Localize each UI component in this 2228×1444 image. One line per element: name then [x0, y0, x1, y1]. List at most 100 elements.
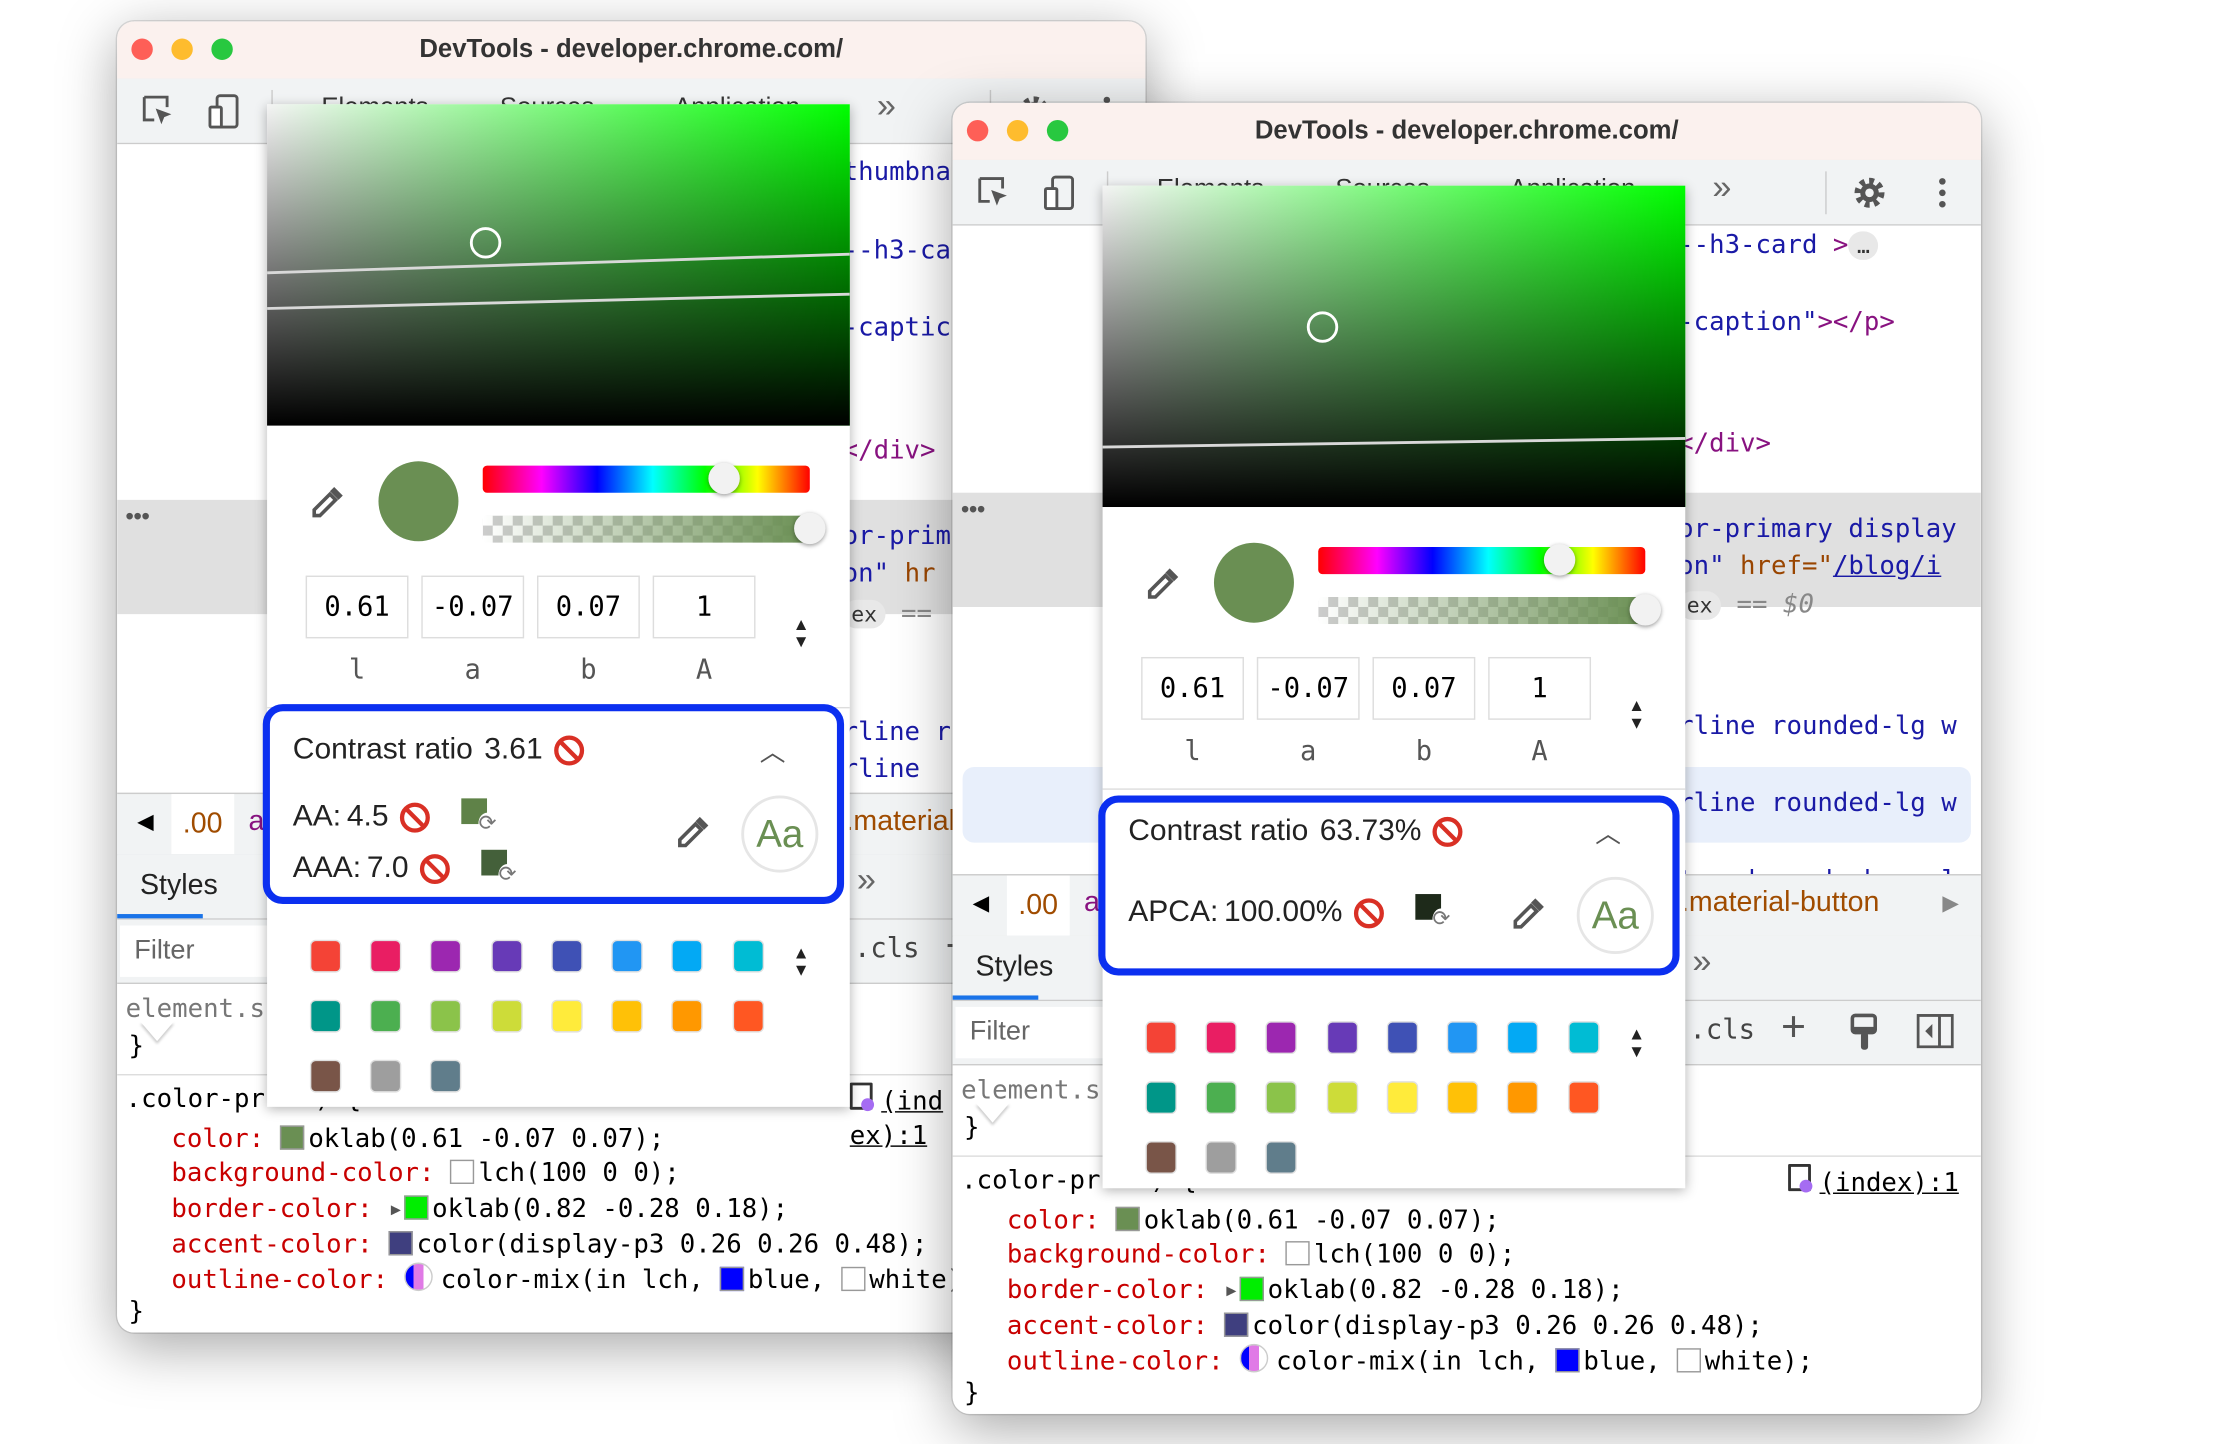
- more-sidebar-tabs-button[interactable]: »: [1692, 942, 1712, 982]
- css-value[interactable]: oklab(0.61 -0.07 0.07);: [1143, 1205, 1500, 1236]
- background-eyedropper-icon[interactable]: [1508, 894, 1548, 934]
- palette-swatch[interactable]: [1328, 1082, 1357, 1113]
- css-property[interactable]: outline-color:: [1006, 1346, 1224, 1377]
- eyedropper-icon[interactable]: [1143, 564, 1183, 604]
- dom-node-line[interactable]: or-prim: [843, 520, 951, 554]
- breadcrumb-item[interactable]: .00: [171, 794, 234, 855]
- rule-selector[interactable]: .color-pr ) {: [126, 1083, 362, 1117]
- color-area-cursor[interactable]: [1306, 311, 1339, 343]
- css-property[interactable]: background-color:: [171, 1158, 435, 1189]
- palette-swatch[interactable]: [1206, 1022, 1236, 1053]
- color-swatch[interactable]: [840, 1266, 866, 1292]
- minimize-window-button[interactable]: [171, 38, 193, 60]
- l-input[interactable]: 0.61: [305, 575, 409, 639]
- maximize-window-button[interactable]: [211, 38, 233, 60]
- alpha-input[interactable]: 1: [1488, 656, 1592, 720]
- alpha-input[interactable]: 1: [652, 575, 756, 639]
- palette-swatch[interactable]: [1569, 1082, 1599, 1113]
- dom-badge[interactable]: ex: [1678, 591, 1722, 620]
- contrast-ratio-header[interactable]: Contrast ratio 63.73%: [1128, 814, 1463, 848]
- palette-swatch[interactable]: [1266, 1022, 1296, 1053]
- css-declaration[interactable]: accent-color: color(display-p3 0.26 0.26…: [171, 1228, 927, 1262]
- rule-source-link[interactable]: (index):1: [849, 1082, 953, 1154]
- palette-swatch[interactable]: [311, 941, 340, 972]
- more-tabs-button[interactable]: »: [876, 87, 896, 126]
- contrast-preview[interactable]: Aa: [741, 795, 819, 873]
- palette-swatch[interactable]: [1508, 1022, 1537, 1053]
- css-declaration[interactable]: accent-color: color(display-p3 0.26 0.26…: [1007, 1310, 1763, 1344]
- palette-swatch[interactable]: [311, 1061, 340, 1092]
- css-property[interactable]: background-color:: [1006, 1239, 1271, 1270]
- css-declaration[interactable]: background-color: lch(100 0 0);: [1007, 1238, 1515, 1272]
- styles-filter-input[interactable]: Filter: [119, 925, 292, 977]
- color-area[interactable]: [1102, 185, 1686, 508]
- css-property[interactable]: border-color:: [1006, 1275, 1209, 1306]
- more-options-icon[interactable]: [1924, 174, 1961, 211]
- palette-swatch[interactable]: [672, 941, 702, 972]
- element-style-selector[interactable]: element.s: [125, 994, 265, 1025]
- css-value[interactable]: color(display-p3 0.26 0.26 0.48);: [1252, 1311, 1763, 1342]
- css-declaration[interactable]: outline-color: color-mix(in lch, blue, w…: [1006, 1343, 1813, 1378]
- palette-swatch[interactable]: [1569, 1022, 1599, 1053]
- dom-node-line[interactable]: -caption"></p>: [1678, 306, 1895, 340]
- breadcrumb-item[interactable]: a: [248, 805, 265, 837]
- palette-swatch[interactable]: [371, 1061, 400, 1092]
- color-swatch[interactable]: [279, 1125, 305, 1150]
- palette-swatch[interactable]: [1146, 1142, 1176, 1173]
- styles-filter-input[interactable]: Filter: [955, 1006, 1127, 1059]
- css-declaration[interactable]: background-color: lch(100 0 0);: [171, 1157, 679, 1191]
- palette-swatch[interactable]: [672, 1001, 702, 1032]
- palette-swatch[interactable]: [552, 1001, 582, 1032]
- css-property[interactable]: accent-color:: [1006, 1311, 1209, 1342]
- close-window-button[interactable]: [131, 38, 153, 60]
- css-value[interactable]: color(display-p3 0.26 0.26 0.48);: [416, 1229, 928, 1260]
- dom-node-line[interactable]: ex ==: [842, 597, 932, 631]
- close-window-button[interactable]: [966, 119, 989, 142]
- breadcrumb-scroll-right-icon[interactable]: ▶: [1942, 891, 1959, 916]
- palette-swatch[interactable]: [431, 1061, 460, 1092]
- palette-swatch[interactable]: [612, 941, 642, 972]
- contrast-ratio-header[interactable]: Contrast ratio 3.61: [293, 733, 585, 767]
- css-value[interactable]: oklab(0.61 -0.07 0.07);: [308, 1123, 665, 1154]
- more-sidebar-tabs-button[interactable]: »: [856, 861, 876, 900]
- css-value[interactable]: color-mix(in lch,: [1276, 1346, 1540, 1377]
- color-swatch[interactable]: [388, 1231, 413, 1256]
- palette-swatch[interactable]: [1146, 1082, 1176, 1113]
- dom-node-line[interactable]: </div>: [843, 434, 936, 468]
- palette-swatch[interactable]: [1448, 1082, 1477, 1113]
- breadcrumb-item[interactable]: .00: [1006, 875, 1070, 936]
- dom-node-line[interactable]: on" hr: [843, 557, 936, 591]
- css-value[interactable]: lch(100 0 0);: [1314, 1239, 1516, 1270]
- apply-suggested-color-icon[interactable]: ⟳: [461, 798, 498, 835]
- palette-swatch[interactable]: [1206, 1142, 1236, 1173]
- css-declaration[interactable]: border-color: ▸ oklab(0.82 -0.28 0.18);: [171, 1193, 788, 1227]
- device-toolbar-icon[interactable]: [1041, 174, 1078, 211]
- tab-styles[interactable]: Styles: [139, 869, 218, 902]
- palette-swatch[interactable]: [1388, 1082, 1417, 1113]
- dom-node-line[interactable]: ex == $0: [1678, 588, 1814, 622]
- color-swatch[interactable]: [719, 1266, 744, 1292]
- color-swatch[interactable]: [403, 1195, 428, 1220]
- palette-swatch[interactable]: [492, 941, 522, 972]
- css-declaration[interactable]: outline-color: color-mix(in lch, blue, w…: [171, 1262, 978, 1297]
- color-swatch[interactable]: [1676, 1348, 1701, 1373]
- node-actions-ellipsis[interactable]: •••: [125, 505, 150, 530]
- color-mix-swatch[interactable]: [1239, 1343, 1268, 1373]
- paint-brush-icon[interactable]: [1848, 1013, 1879, 1053]
- more-tabs-button[interactable]: »: [1712, 168, 1732, 208]
- color-area[interactable]: [267, 104, 850, 426]
- palette-swatch[interactable]: [431, 1001, 460, 1032]
- css-value[interactable]: oklab(0.82 -0.28 0.18);: [1267, 1275, 1624, 1306]
- dom-node-line[interactable]: rline rounded-lg w: [1678, 710, 1957, 744]
- eyedropper-icon[interactable]: [307, 483, 347, 523]
- css-property[interactable]: border-color:: [171, 1193, 373, 1224]
- alpha-slider[interactable]: [1318, 594, 1661, 626]
- dom-badge[interactable]: …: [1848, 231, 1879, 260]
- chevron-up-icon[interactable]: ︿: [1595, 819, 1622, 849]
- palette-swatch[interactable]: [371, 941, 400, 972]
- palette-swatch[interactable]: [311, 1001, 340, 1032]
- dom-node-line[interactable]: or-primary display: [1678, 513, 1957, 547]
- a-input[interactable]: -0.07: [421, 575, 525, 639]
- palette-swatch[interactable]: [1508, 1082, 1537, 1113]
- maximize-window-button[interactable]: [1046, 119, 1069, 142]
